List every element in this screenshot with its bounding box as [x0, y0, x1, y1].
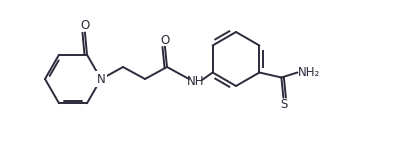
- Text: O: O: [160, 34, 169, 46]
- Text: S: S: [280, 98, 288, 111]
- Text: N: N: [96, 72, 105, 86]
- Text: NH₂: NH₂: [298, 66, 320, 79]
- Text: O: O: [80, 19, 90, 32]
- Text: NH: NH: [187, 75, 204, 87]
